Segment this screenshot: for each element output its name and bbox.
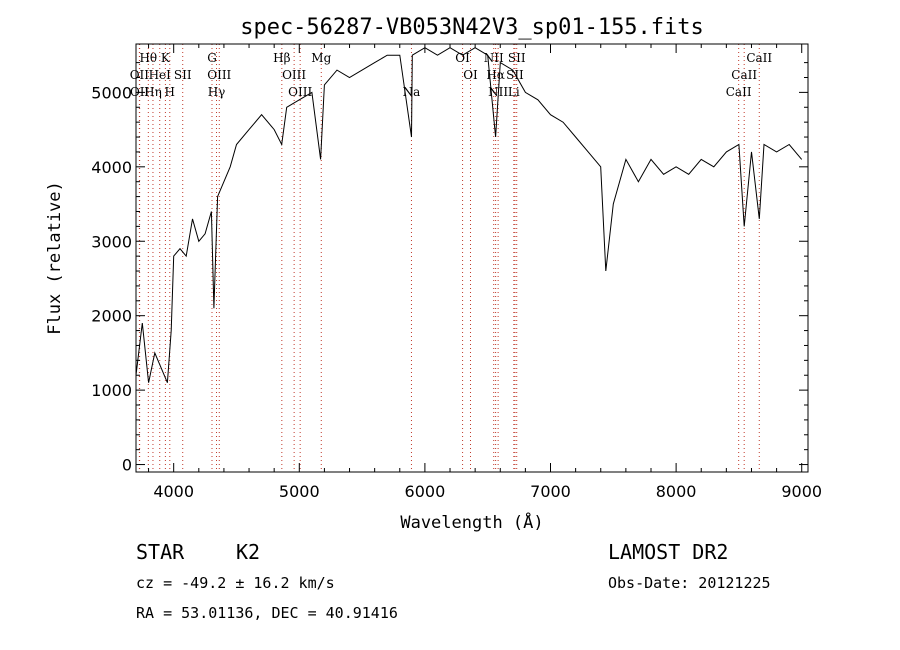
sky-coordinates: RA = 53.01136, DEC = 40.91416 bbox=[136, 604, 398, 622]
spectral-line-label: CaII bbox=[726, 85, 752, 99]
x-tick-label: 9000 bbox=[781, 482, 822, 501]
spectral-line-label: OII bbox=[130, 68, 150, 82]
spectral-line-label: Hγ bbox=[208, 85, 226, 99]
spectral-line-label: Mg bbox=[311, 51, 331, 65]
x-tick-label: 7000 bbox=[530, 482, 571, 501]
object-class: STAR bbox=[136, 540, 185, 564]
observation-date: Obs-Date: 20121225 bbox=[608, 574, 771, 592]
plot-frame bbox=[135, 43, 809, 473]
y-tick-label: 0 bbox=[122, 456, 132, 475]
y-tick-label: 3000 bbox=[91, 232, 132, 251]
spectral-line-label: OIII bbox=[288, 85, 312, 99]
spectral-line-label: K bbox=[161, 51, 171, 65]
spectral-line-label: Hα bbox=[486, 68, 505, 82]
spectral-line-label: Hθ bbox=[139, 51, 157, 65]
spectral-line-label: OI bbox=[455, 51, 470, 65]
spectral-line-label: OIII bbox=[207, 68, 231, 82]
spectral-line-label: SII bbox=[508, 51, 526, 65]
spectral-line-label: OI bbox=[463, 68, 478, 82]
spectral-line-label: CaII bbox=[731, 68, 757, 82]
spectral-line-label: OIII bbox=[282, 68, 306, 82]
object-subclass: K2 bbox=[236, 540, 261, 564]
y-tick-label: 5000 bbox=[91, 83, 132, 102]
redshift-velocity: cz = -49.2 ± 16.2 km/s bbox=[136, 574, 335, 592]
chart-title: spec-56287-VB053N42V3_sp01-155.fits bbox=[240, 15, 704, 40]
survey-name: LAMOST DR2 bbox=[608, 540, 729, 564]
y-axis: 0 1000 2000 3000 4000 5000 bbox=[91, 62, 808, 475]
spectral-line-label: CaII bbox=[746, 51, 772, 65]
y-tick-label: 1000 bbox=[91, 381, 132, 400]
y-tick-label: 2000 bbox=[91, 307, 132, 326]
x-tick-label: 6000 bbox=[405, 482, 446, 501]
spectrum-series bbox=[135, 47, 803, 383]
x-axis-label: Wavelength (Å) bbox=[400, 511, 543, 533]
spectral-line-label: H bbox=[165, 85, 175, 99]
spectral-line-label: Hη bbox=[144, 85, 162, 99]
spectral-line-label: SII bbox=[174, 68, 192, 82]
spectral-line-label: G bbox=[207, 51, 217, 65]
spectrum-chart: spec-56287-VB053N42V3_sp01-155.fits Hθ K G… bbox=[45, 15, 822, 533]
spectrum-line bbox=[135, 47, 803, 383]
y-axis-label: Flux (relative) bbox=[45, 181, 65, 335]
x-tick-label: 5000 bbox=[279, 482, 320, 501]
y-tick-label: 4000 bbox=[91, 158, 132, 177]
spectral-line-label: Hβ bbox=[273, 51, 290, 65]
x-tick-label: 4000 bbox=[153, 482, 194, 501]
x-tick-label: 8000 bbox=[656, 482, 697, 501]
spectral-line-label: HeI bbox=[149, 68, 172, 82]
spectral-line-label: Li bbox=[508, 85, 520, 99]
x-axis: 4000 5000 6000 7000 8000 9000 bbox=[148, 44, 822, 501]
